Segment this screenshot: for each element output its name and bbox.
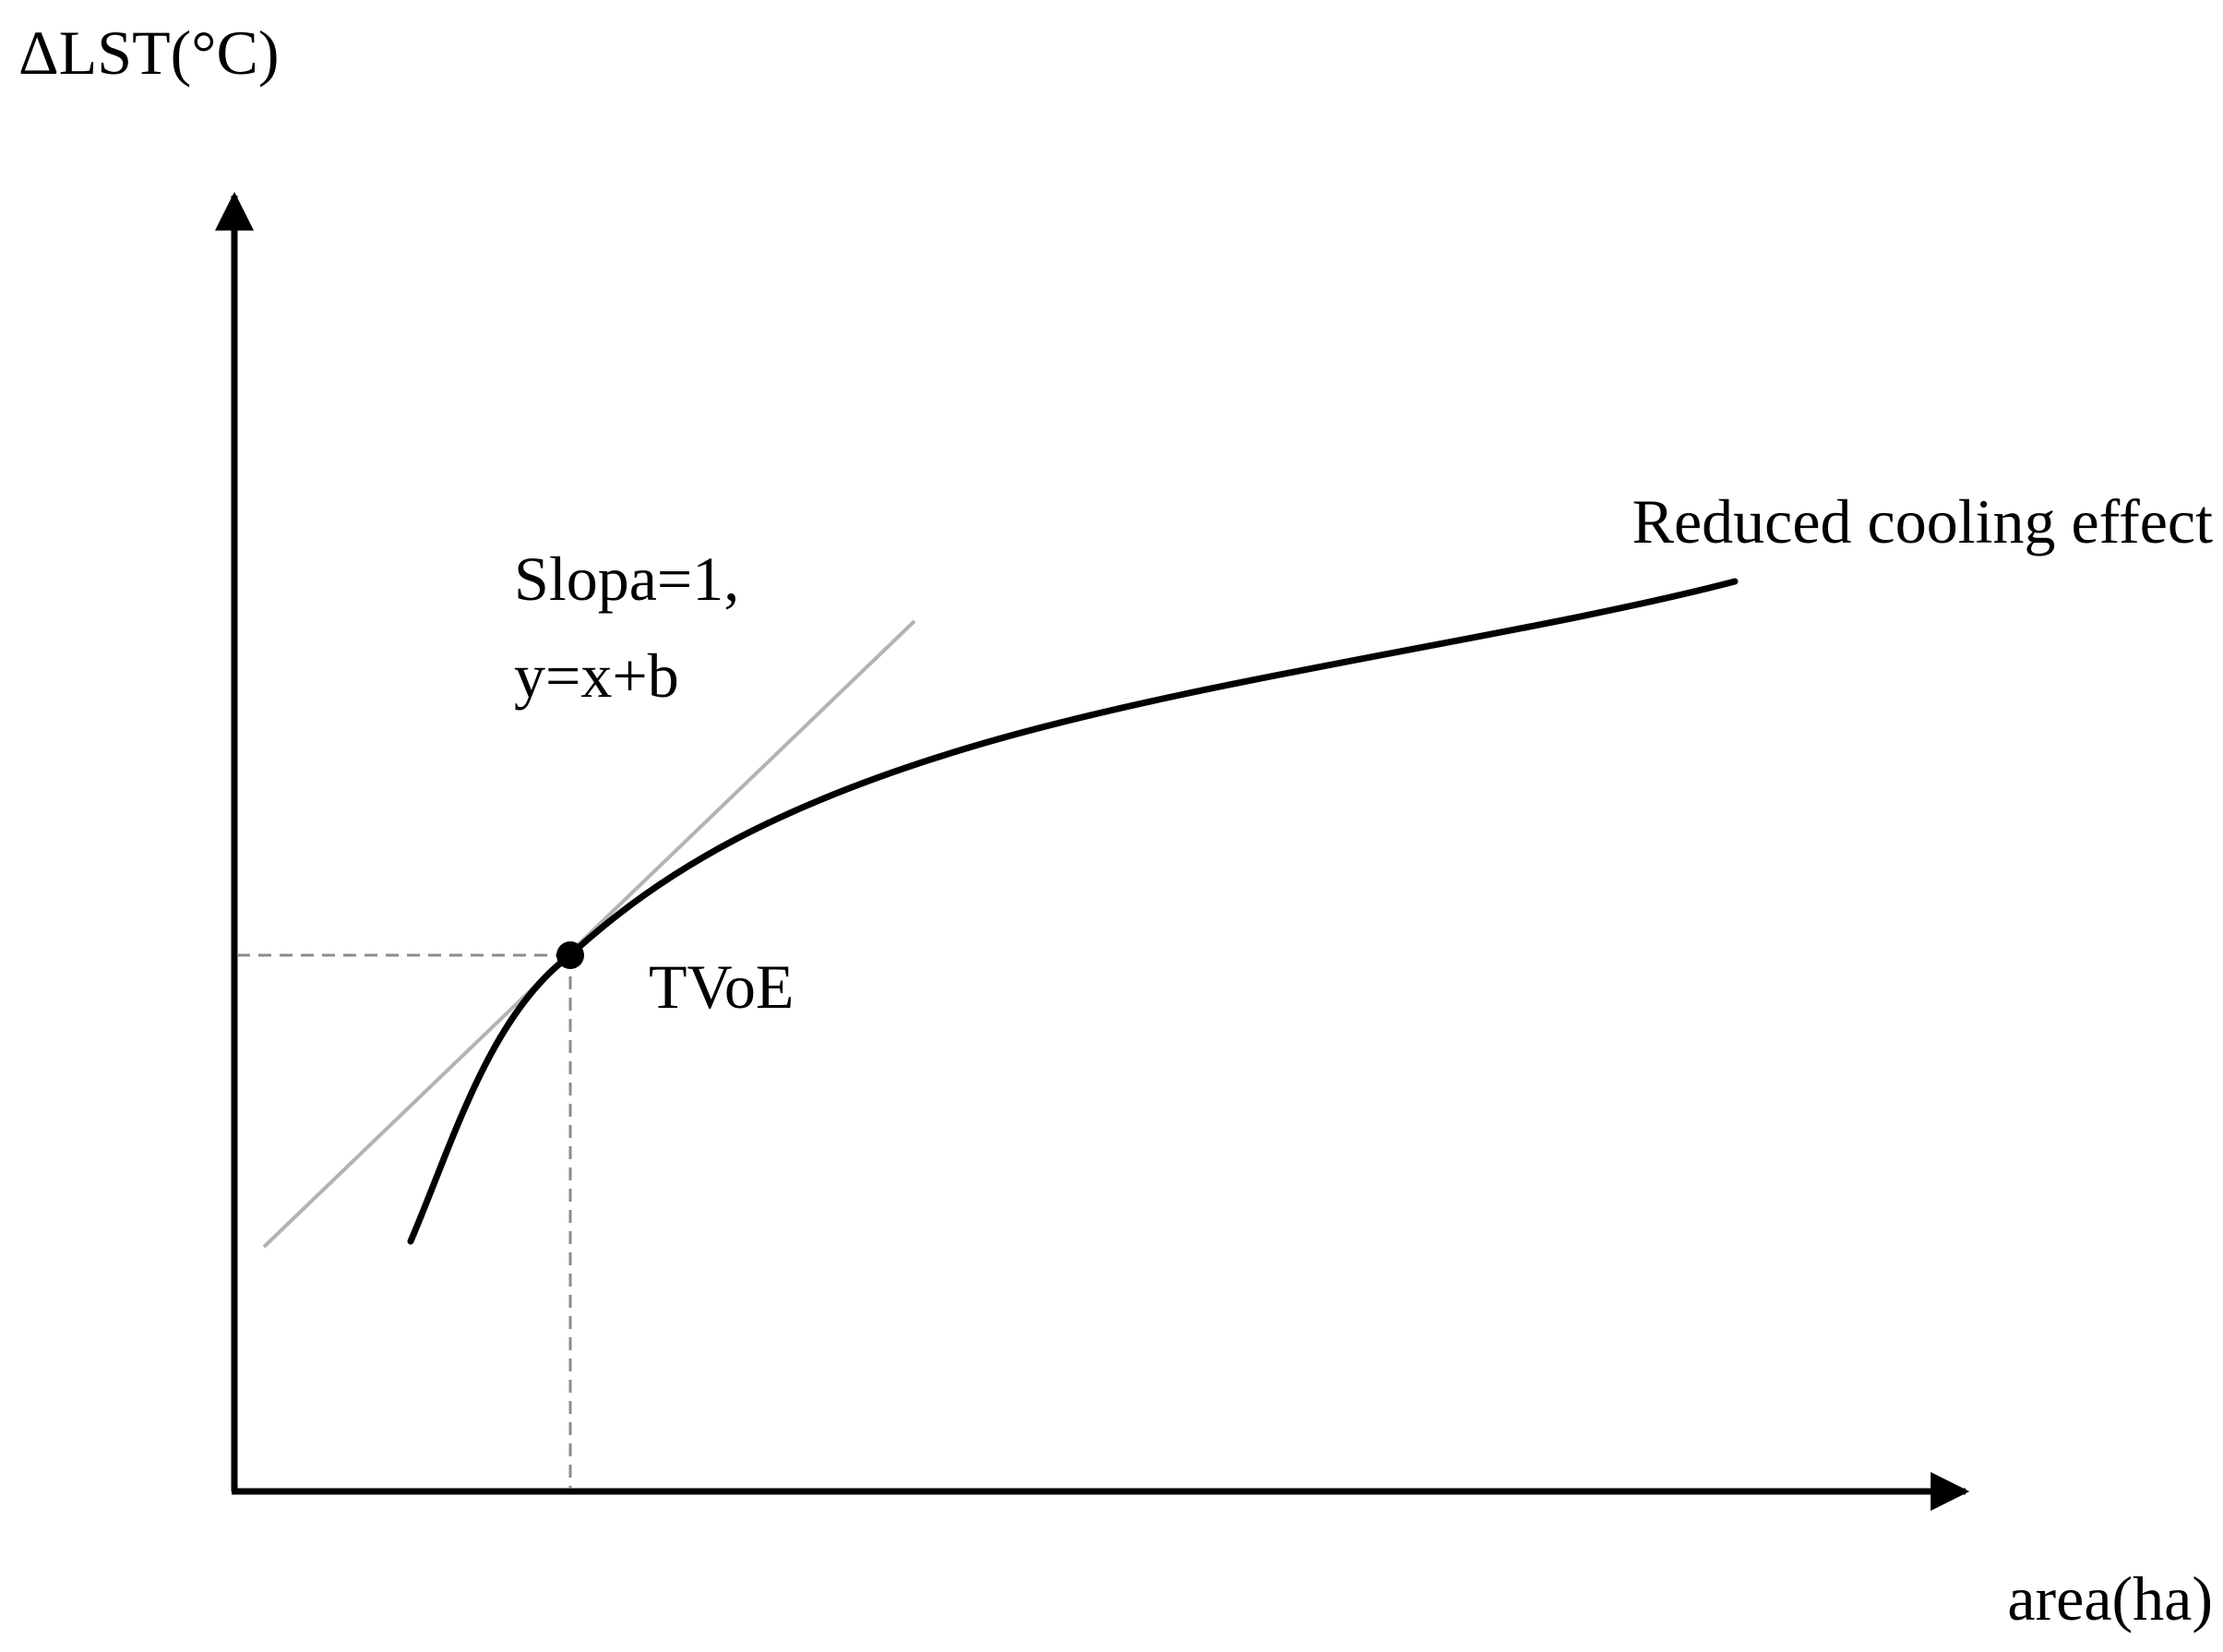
curve-label: Reduced cooling effect [1632, 486, 2213, 557]
slope-label-line2: y=x+b [514, 640, 679, 711]
slope-label-line1: Slopa=1, [514, 544, 739, 614]
cooling-effect-curve [407, 578, 1739, 1245]
x-axis-label: area(ha) [2007, 1563, 2213, 1634]
tvoe-point [556, 941, 584, 969]
y-axis-label: ΔLST(°C) [18, 18, 279, 88]
tvoe-label: TVoE [649, 952, 794, 1022]
